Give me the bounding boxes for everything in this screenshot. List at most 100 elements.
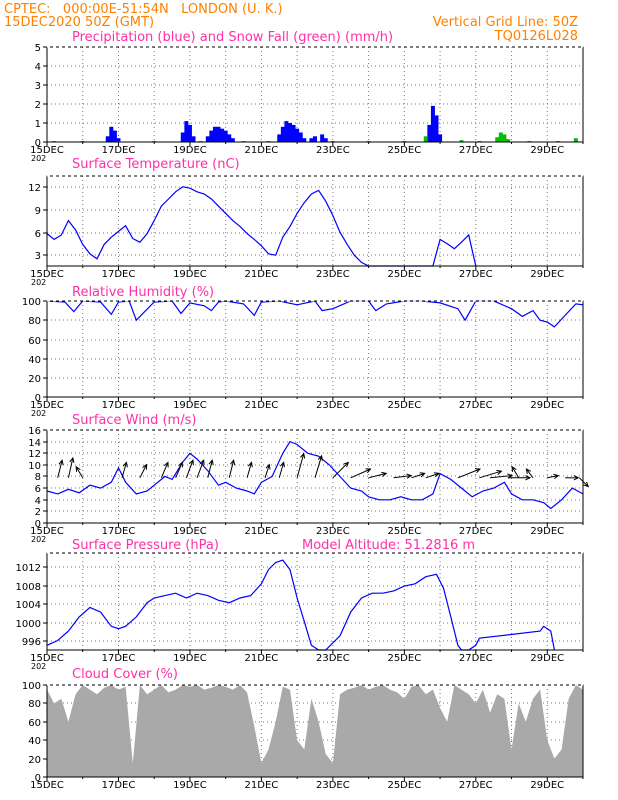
x-tick-label: 27DEC	[459, 780, 493, 791]
series-line	[46, 300, 584, 328]
wind-arrow	[511, 466, 520, 479]
x-tick-label: 17DEC	[102, 269, 136, 280]
wind-arrow-head	[573, 475, 580, 481]
x-tick-label: 25DEC	[387, 269, 421, 280]
wind-arrow	[490, 475, 513, 479]
x-tick-label: 21DEC	[245, 526, 279, 537]
precip-bar	[502, 134, 507, 142]
panel-0: Precipitation (blue) and Snow Fall (gree…	[30, 30, 584, 163]
wind-arrow	[160, 462, 169, 478]
x-tick-label: 17DEC	[102, 653, 136, 664]
y-tick-label: 12	[28, 183, 41, 194]
wind-arrow	[67, 457, 74, 478]
precip-bar	[191, 136, 196, 142]
panel-title: Relative Humidity (%)	[72, 285, 214, 300]
year-label-clipped: 202	[31, 662, 46, 671]
x-tick-label: 15DEC	[30, 780, 64, 791]
y-tick-label: 80	[28, 316, 41, 327]
precip-bar	[209, 130, 214, 142]
wind-arrow-head	[365, 468, 372, 474]
y-tick-label: 0	[35, 393, 41, 404]
y-tick-label: 4	[35, 496, 41, 507]
y-tick-label: 100	[22, 297, 41, 308]
panel-4: Surface Pressure (hPa) Model Altitude: 51…	[16, 538, 584, 671]
x-tick-label: 17DEC	[102, 526, 136, 537]
x-tick-label: 29DEC	[530, 269, 564, 280]
panel-title: Surface Wind (m/s)	[72, 413, 196, 428]
x-tick-label: 17DEC	[102, 400, 136, 411]
precip-bar	[277, 134, 282, 142]
wind-arrow-head	[525, 475, 532, 481]
wind-arrow-head	[247, 461, 253, 468]
wind-arrow	[121, 462, 127, 478]
x-tick-label: 25DEC	[387, 400, 421, 411]
wind-arrow-head	[230, 459, 236, 466]
y-tick-label: 20	[28, 374, 41, 385]
header-station: CPTEC: 000:00E-51:54N LONDON (U. K.)	[4, 2, 283, 17]
x-tick-label: 19DEC	[173, 400, 207, 411]
x-tick-label: 27DEC	[459, 653, 493, 664]
y-tick-label: 1004	[16, 600, 41, 611]
wind-arrow-head	[553, 473, 560, 480]
y-tick-label: 0	[35, 519, 41, 530]
wind-arrow	[525, 468, 534, 479]
y-tick-label: 80	[28, 699, 41, 710]
wind-arrow	[457, 468, 481, 479]
x-tick-label: 23DEC	[316, 526, 350, 537]
wind-arrow	[57, 460, 63, 478]
x-tick-label: 29DEC	[530, 780, 564, 791]
x-tick-label: 19DEC	[173, 780, 207, 791]
panel-title: Surface Temperature (nC)	[72, 157, 240, 172]
wind-arrow	[175, 462, 183, 478]
panel-title: Precipitation (blue) and Snow Fall (gree…	[72, 30, 393, 45]
x-tick-label: 25DEC	[387, 780, 421, 791]
x-tick-label: 15DEC	[30, 269, 64, 280]
y-tick-label: 60	[28, 336, 41, 347]
wind-arrow	[278, 462, 285, 478]
wind-arrow-head	[583, 481, 590, 488]
x-tick-label: 19DEC	[173, 269, 207, 280]
y-tick-label: 2	[35, 100, 41, 111]
wind-arrow	[579, 477, 589, 487]
plot-frame	[46, 175, 584, 267]
y-tick-label: 60	[28, 718, 41, 729]
x-tick-label: 19DEC	[173, 145, 207, 156]
x-tick-label: 17DEC	[102, 780, 136, 791]
precip-bar	[313, 136, 317, 142]
y-tick-label: 20	[28, 755, 41, 766]
y-tick-label: 1000	[16, 619, 41, 630]
precip-bar	[287, 123, 292, 142]
wind-arrow	[411, 472, 425, 479]
wind-arrow	[185, 460, 194, 478]
wind-arrow	[332, 462, 349, 479]
precip-bar	[309, 138, 314, 142]
precip-bar	[498, 132, 503, 142]
panel-title: Cloud Cover (%)	[72, 667, 178, 682]
wind-arrow-head	[474, 468, 482, 474]
wind-arrow-head	[75, 465, 81, 472]
year-label-clipped: 202	[31, 278, 46, 287]
y-tick-label: 3	[35, 251, 41, 262]
precip-bar	[187, 124, 192, 142]
precip-bar	[291, 124, 296, 142]
wind-arrow-head	[525, 468, 532, 475]
header-date: 15DEC2020 50Z (GMT)	[4, 15, 154, 30]
precip-bar	[112, 130, 117, 142]
x-tick-label: 21DEC	[245, 653, 279, 664]
precip-bar	[284, 121, 289, 142]
precip-bar	[505, 139, 510, 142]
wind-arrow-head	[199, 459, 205, 466]
precip-bar	[459, 140, 464, 142]
wind-arrow-head	[178, 461, 183, 468]
precip-bar	[223, 130, 228, 142]
wind-arrow	[139, 464, 147, 479]
y-tick-label: 5	[35, 43, 41, 54]
x-tick-label: 23DEC	[316, 269, 350, 280]
x-tick-label: 25DEC	[387, 526, 421, 537]
precip-bar	[427, 124, 432, 142]
precip-bar	[105, 136, 110, 142]
y-tick-label: 1012	[16, 563, 41, 574]
y-tick-label: 0	[35, 773, 41, 784]
precip-bar	[423, 136, 428, 142]
